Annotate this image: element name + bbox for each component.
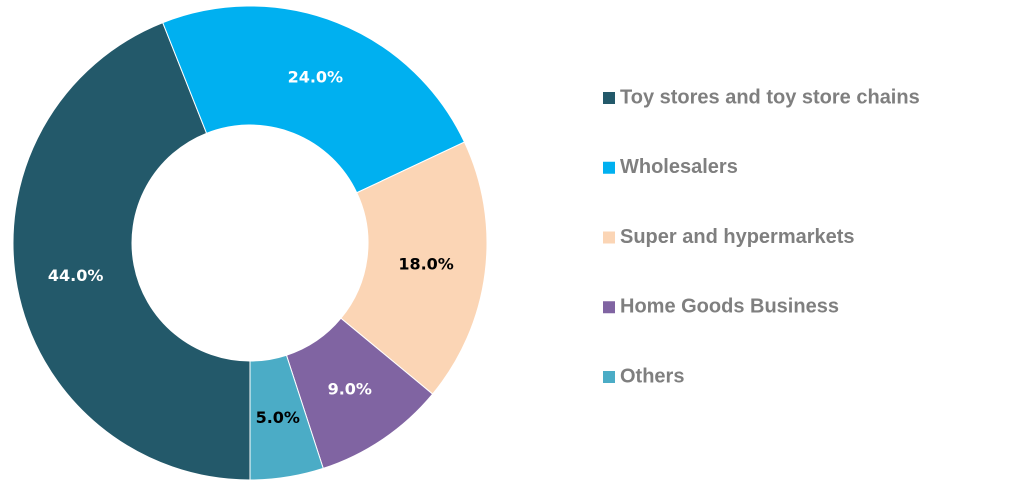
slice xyxy=(12,21,251,481)
slice-label: 18.0% xyxy=(398,255,454,274)
slice xyxy=(162,5,466,194)
legend-swatch xyxy=(603,92,615,104)
legend-swatch xyxy=(603,161,615,174)
legend-swatch xyxy=(603,371,615,383)
legend-swatch xyxy=(603,231,615,244)
legend-label: Super and hypermarkets xyxy=(620,226,855,248)
legend-label: Wholesalers xyxy=(620,156,738,178)
slice xyxy=(249,354,324,481)
legend-swatch xyxy=(603,301,615,314)
slice-label: 5.0% xyxy=(256,408,300,427)
legend: Toy stores and toy store chains Wholesale… xyxy=(603,86,920,387)
slice-label: 24.0% xyxy=(288,67,344,86)
slice xyxy=(340,141,488,395)
donut xyxy=(12,5,488,481)
legend-label: Toy stores and toy store chains xyxy=(620,86,920,108)
legend-label: Others xyxy=(620,365,684,387)
legend-label: Home Goods Business xyxy=(620,296,839,318)
slice-labels: 44.0% 24.0% 18.0% 9.0% 5.0% xyxy=(48,67,454,426)
slice-label: 9.0% xyxy=(328,379,372,398)
slice-label: 44.0% xyxy=(48,266,104,285)
